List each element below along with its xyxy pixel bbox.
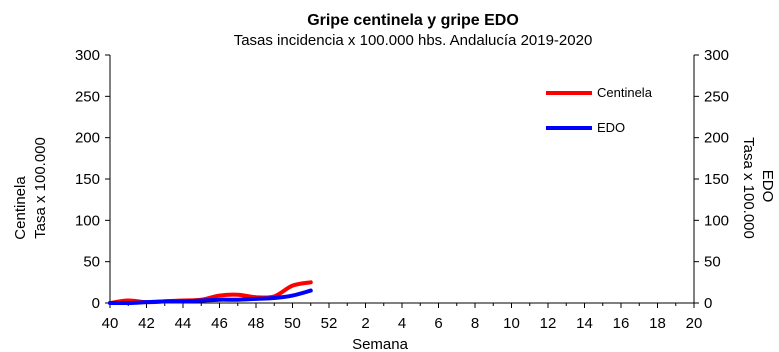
x-tick-label: 52	[321, 315, 338, 332]
x-tick-label: 40	[102, 315, 119, 332]
y-tick-label-left: 300	[75, 47, 100, 64]
y-tick-label-left: 200	[75, 130, 100, 147]
y-tick-label-right: 0	[704, 295, 712, 312]
x-axis-label: Semana	[352, 336, 409, 352]
y-tick-label-left: 0	[92, 295, 100, 312]
chart-subtitle: Tasas incidencia x 100.000 hbs. Andalucí…	[234, 32, 593, 49]
x-tick-label: 14	[576, 315, 593, 332]
x-tick-label: 8	[471, 315, 479, 332]
x-tick-label: 48	[248, 315, 265, 332]
y-tick-label-right: 250	[704, 88, 729, 105]
legend-edo-label: EDO	[597, 120, 625, 135]
x-tick-label: 18	[649, 315, 666, 332]
x-tick-label: 46	[211, 315, 228, 332]
x-tick-label: 42	[138, 315, 155, 332]
series-group	[108, 280, 313, 306]
x-tick-label: 10	[503, 315, 520, 332]
legend: Centinela EDO	[546, 85, 653, 135]
x-tick-label: 50	[284, 315, 301, 332]
y-axis-left-label-2: Tasa x 100.000	[32, 137, 49, 239]
series-line-edo	[108, 288, 313, 306]
x-tick-label: 44	[175, 315, 192, 332]
y-tick-label-left: 150	[75, 171, 100, 188]
y-tick-label-right: 300	[704, 47, 729, 64]
y-tick-label-right: 50	[704, 254, 721, 271]
x-tick-label: 12	[540, 315, 557, 332]
y-axis-left-label-1: Centinela	[12, 176, 29, 240]
x-tick-label: 20	[686, 315, 703, 332]
x-tick-label: 6	[434, 315, 442, 332]
legend-centinela-label: Centinela	[597, 85, 653, 100]
x-tick-label: 16	[613, 315, 630, 332]
x-tick-label: 4	[398, 315, 406, 332]
y-tick-label-left: 50	[83, 254, 100, 271]
y-tick-label-left: 100	[75, 212, 100, 229]
y-axis-right-label-2: Tasa x 100.000	[740, 137, 757, 239]
y-tick-label-right: 200	[704, 130, 729, 147]
chart-title: Gripe centinela y gripe EDO	[307, 12, 519, 29]
y-tick-label-left: 250	[75, 88, 100, 105]
y-axis-right-label-1: EDO	[759, 170, 776, 203]
y-tick-label-right: 100	[704, 212, 729, 229]
x-tick-label: 2	[361, 315, 369, 332]
y-tick-label-right: 150	[704, 171, 729, 188]
